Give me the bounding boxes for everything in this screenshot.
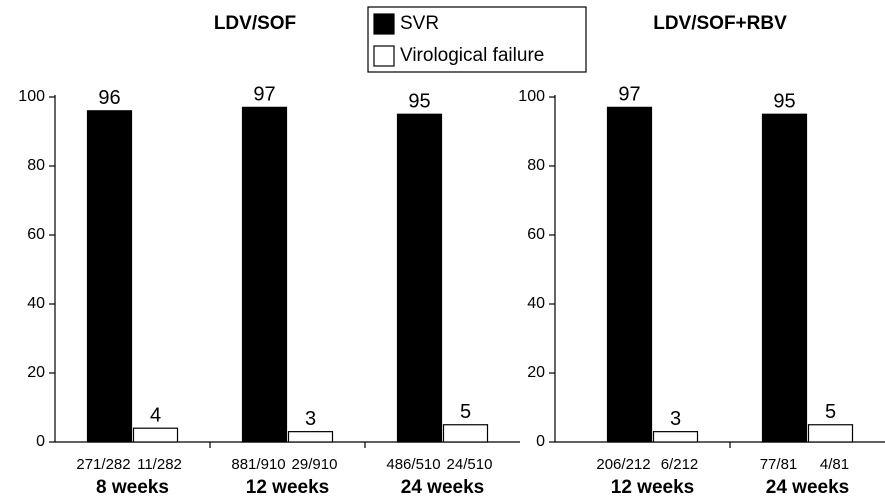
- y-tick-label: 40: [27, 295, 45, 312]
- bar: [287, 431, 334, 443]
- value-label: 5: [825, 401, 836, 423]
- legend-swatch: [373, 45, 395, 67]
- chart-title: LDV/SOF: [214, 13, 296, 34]
- y-tick-label: 80: [527, 157, 545, 174]
- count-label: 881/910: [231, 456, 285, 473]
- value-label: 5: [460, 401, 471, 423]
- y-tick-label: 100: [518, 88, 545, 105]
- x-tick-label: 12 weeks: [611, 477, 694, 498]
- legend-label: Virological failure: [400, 45, 544, 66]
- count-label: 486/510: [386, 456, 440, 473]
- bar: [761, 113, 808, 443]
- y-tick-label: 100: [18, 88, 45, 105]
- value-label: 3: [305, 408, 316, 430]
- count-label: 6/212: [661, 456, 699, 473]
- bar: [86, 110, 133, 443]
- count-label: 4/81: [820, 456, 849, 473]
- count-label: 271/282: [76, 456, 130, 473]
- bar: [396, 113, 443, 443]
- count-label: 206/212: [596, 456, 650, 473]
- value-label: 4: [150, 404, 161, 426]
- value-label: 97: [253, 84, 275, 106]
- bar: [241, 106, 288, 443]
- value-label: 95: [408, 91, 430, 113]
- bar: [606, 106, 653, 443]
- x-tick-label: 24 weeks: [766, 477, 849, 498]
- x-tick-label: 8 weeks: [96, 477, 169, 498]
- bar: [652, 431, 699, 443]
- y-tick-label: 80: [27, 157, 45, 174]
- legend-swatch: [373, 13, 395, 35]
- value-label: 95: [773, 91, 795, 113]
- count-label: 11/282: [137, 456, 182, 473]
- y-tick-label: 60: [27, 226, 45, 243]
- count-label: 77/81: [760, 456, 798, 473]
- value-label: 3: [670, 408, 681, 430]
- legend-label: SVR: [400, 13, 439, 34]
- chart-title: LDV/SOF+RBV: [653, 13, 787, 34]
- y-tick-label: 0: [36, 433, 45, 450]
- value-label: 97: [618, 84, 640, 106]
- bar: [442, 424, 489, 443]
- x-tick-label: 24 weeks: [401, 477, 484, 498]
- y-tick-label: 0: [536, 433, 545, 450]
- legend-box: [367, 6, 587, 73]
- bar: [807, 424, 854, 443]
- y-tick-label: 20: [527, 364, 545, 381]
- bar: [132, 427, 179, 443]
- y-tick-label: 20: [27, 364, 45, 381]
- x-tick-label: 12 weeks: [246, 477, 329, 498]
- count-label: 29/910: [292, 456, 338, 473]
- count-label: 24/510: [447, 456, 493, 473]
- value-label: 96: [98, 87, 120, 109]
- y-tick-label: 60: [527, 226, 545, 243]
- y-tick-label: 40: [527, 295, 545, 312]
